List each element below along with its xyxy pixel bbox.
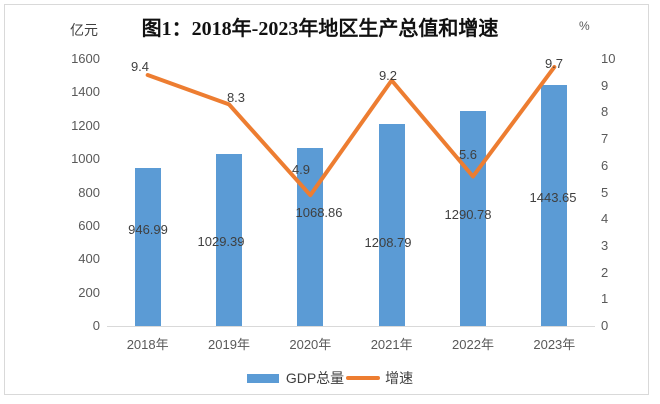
x-axis-label: 2019年 (208, 337, 250, 352)
bar-value-label: 946.99 (128, 222, 168, 237)
left-axis-tick: 600 (78, 217, 100, 233)
line-value-label: 8.3 (226, 90, 246, 105)
line-value-label: 4.9 (291, 162, 311, 177)
bar-value-label: 1290.78 (444, 207, 492, 222)
line-value-label: 9.4 (130, 59, 150, 74)
line-value-label: 9.7 (544, 56, 564, 71)
bar-2023年 (541, 85, 568, 326)
left-axis-tick: 1600 (71, 51, 100, 66)
left-axis-tick: 1000 (71, 151, 100, 167)
chart-title: 图1：2018年-2023年地区生产总值和增速 (141, 18, 499, 40)
right-axis-tick: 1 (601, 291, 609, 307)
bar-2018年 (134, 167, 161, 326)
line-value-label: 5.6 (458, 147, 478, 162)
growth-line-path (145, 65, 557, 198)
right-axis-tick: 10 (601, 51, 616, 66)
right-axis-tick: 2 (601, 264, 609, 280)
x-axis-label: 2021年 (370, 337, 413, 352)
bar-value-label: 1068.86 (295, 205, 343, 220)
plot-area (107, 59, 595, 327)
right-axis-tick: 6 (601, 157, 609, 173)
left-axis-unit-label: 亿元 (70, 22, 98, 38)
right-axis-unit-label: % (579, 19, 590, 33)
right-axis-tick: 9 (601, 77, 609, 93)
growth-rate-line (145, 65, 557, 198)
right-axis-tick: 7 (601, 131, 609, 147)
x-axis-label: 2022年 (452, 337, 494, 352)
left-axis-tick: 0 (92, 318, 100, 333)
right-axis-tick: 5 (601, 184, 609, 200)
bar-2020年 (297, 147, 324, 326)
x-axis-label: 2023年 (533, 337, 576, 352)
legend-bar-swatch (246, 373, 279, 383)
left-axis-tick: 1400 (71, 84, 100, 100)
x-axis-label: 2018年 (126, 337, 169, 352)
left-axis-tick: 200 (78, 284, 100, 300)
bar-2022年 (460, 110, 486, 326)
bar-value-label: 1208.79 (364, 235, 412, 250)
left-axis-tick: 400 (78, 251, 100, 267)
bar-value-label: 1029.39 (197, 234, 245, 249)
line-value-label: 9.2 (378, 68, 398, 83)
legend-label-gdp: GDP总量 (285, 370, 345, 386)
legend-label-growth: 增速 (385, 370, 414, 386)
x-axis-label: 2020年 (289, 337, 332, 352)
bar-value-label: 1443.65 (529, 190, 577, 205)
legend: GDP总量 增速 (0, 369, 660, 387)
legend-line-swatch (346, 376, 381, 380)
right-axis-tick: 4 (601, 211, 609, 227)
left-axis-tick: 1200 (71, 117, 100, 133)
right-axis-tick: 8 (601, 104, 609, 120)
right-axis-tick: 0 (601, 318, 609, 333)
right-axis-tick: 3 (601, 237, 609, 253)
left-axis-tick: 800 (78, 184, 100, 200)
bar-2019年 (216, 154, 242, 326)
bar-2021年 (378, 124, 405, 326)
